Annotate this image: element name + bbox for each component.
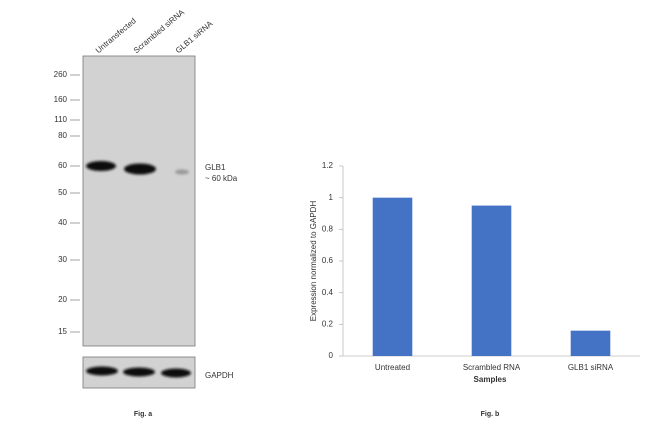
- bar: [372, 197, 413, 356]
- blot-membrane: [82, 55, 196, 347]
- y-tick-label: 0.4: [322, 288, 334, 297]
- band: [123, 367, 155, 377]
- band: [86, 366, 118, 376]
- bands: [86, 161, 189, 175]
- caption: Fig. b: [481, 411, 500, 418]
- band-name: GLB1: [205, 163, 226, 172]
- band: [86, 161, 116, 171]
- y-tick-label: 1: [329, 193, 334, 202]
- bar: [570, 330, 611, 356]
- marker-label: 160: [54, 95, 68, 104]
- y-tick-label: 0.6: [322, 256, 334, 265]
- band-size: ~ 60 kDa: [205, 174, 238, 183]
- x-tick-label: Scrambled RNA: [463, 363, 521, 372]
- lane-label: Untransfected: [94, 16, 138, 55]
- y-tick-label: 0.8: [322, 224, 334, 233]
- y-tick-label: 0.2: [322, 319, 334, 328]
- marker-label: 20: [58, 295, 67, 304]
- marker-label: 60: [58, 161, 67, 170]
- marker-label: 15: [58, 327, 67, 336]
- caption: Fig. a: [134, 411, 152, 418]
- band: [161, 368, 191, 378]
- x-tick-label: GLB1 siRNA: [568, 363, 614, 372]
- band: [124, 163, 156, 175]
- y-axis-label: Expression normalized to GAPDH: [309, 201, 318, 322]
- x-tick-label: Untreated: [375, 363, 410, 372]
- bar: [471, 205, 512, 356]
- lane-label: GLB1 siRNA: [174, 19, 215, 55]
- marker-label: 50: [58, 188, 67, 197]
- marker-label: 260: [54, 70, 68, 79]
- band: [175, 169, 189, 175]
- marker-label: 80: [58, 131, 67, 140]
- marker-label: 110: [54, 115, 67, 124]
- x-axis-label: Samples: [474, 375, 507, 384]
- gapdh-bands: [86, 366, 191, 378]
- loading-control: GAPDH: [205, 371, 234, 380]
- y-tick-label: 0: [329, 351, 334, 360]
- marker-label: 40: [58, 218, 67, 227]
- marker-label: 30: [58, 255, 67, 264]
- y-tick-label: 1.2: [322, 161, 334, 170]
